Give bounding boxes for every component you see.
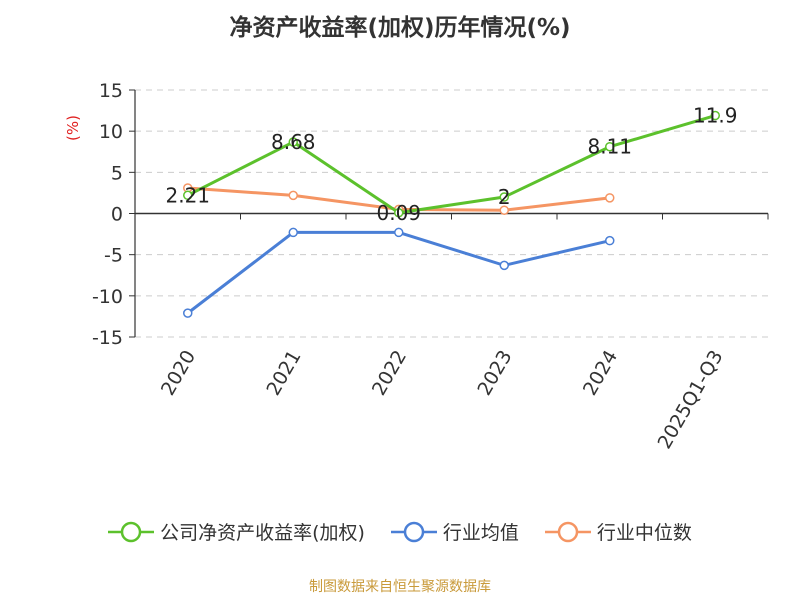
y-tick-label: 10 — [99, 121, 123, 143]
x-tick-label: 2020 — [157, 347, 200, 400]
legend: 公司净资产收益率(加权) 行业均值 行业中位数 — [0, 518, 800, 545]
y-tick-label: -5 — [104, 245, 123, 267]
data-point — [288, 190, 298, 201]
data-label: 0.09 — [376, 201, 421, 225]
source-note: 制图数据来自恒生聚源数据库 — [309, 579, 491, 595]
data-point — [605, 193, 615, 203]
axes: 15 10 5 0 -5 -10 -15 2020 2021 2022 2023 2024 2025Q1… — [92, 80, 769, 453]
x-tick-label: 2023 — [473, 347, 516, 400]
data-label: 8.11 — [587, 135, 632, 159]
legend-item[interactable]: 公司净资产收益率(加权) — [108, 518, 365, 545]
data-label: 2 — [498, 185, 511, 209]
y-tick-label: 0 — [111, 204, 123, 226]
chart-title: 净资产收益率(加权)历年情况(%) — [229, 15, 571, 41]
data-labels: 2.21 8.68 0.09 2 8.11 11.9 — [165, 104, 737, 225]
legend-item[interactable]: 行业中位数 — [544, 518, 692, 545]
y-axis-unit-label: (%) — [64, 115, 82, 141]
legend-item[interactable]: 行业均值 — [390, 518, 519, 545]
data-point — [710, 110, 720, 121]
data-point — [288, 227, 298, 238]
data-point — [183, 190, 193, 201]
y-tick-label: -10 — [92, 286, 123, 308]
y-tick-label: 5 — [111, 162, 123, 184]
data-point — [288, 137, 298, 147]
x-tick-label: 2024 — [579, 347, 622, 400]
x-tick-label: 2021 — [262, 347, 305, 400]
legend-swatch-icon — [108, 521, 155, 542]
legend-label: 公司净资产收益率(加权) — [160, 522, 365, 544]
series-line — [186, 230, 611, 315]
legend-label: 行业中位数 — [596, 522, 692, 544]
legend-swatch-icon — [544, 521, 591, 542]
data-point — [605, 235, 615, 246]
legend-label: 行业均值 — [442, 522, 519, 544]
series-lines — [183, 110, 720, 318]
series-line — [187, 114, 716, 215]
data-label: 11.9 — [693, 104, 738, 128]
data-point — [605, 141, 615, 152]
data-point — [499, 260, 509, 271]
data-point — [183, 308, 193, 318]
legend-swatch-icon — [390, 521, 437, 542]
x-tick-label: 2025Q1-Q3 — [654, 347, 728, 453]
data-point — [499, 205, 509, 215]
data-label: 2.21 — [165, 183, 210, 207]
data-point — [499, 192, 509, 202]
x-tick-label: 2022 — [368, 347, 411, 400]
y-tick-label: -15 — [92, 327, 123, 349]
y-tick-label: 15 — [99, 80, 123, 102]
data-label: 8.68 — [271, 130, 316, 154]
data-point — [394, 208, 404, 218]
data-point — [394, 227, 404, 238]
